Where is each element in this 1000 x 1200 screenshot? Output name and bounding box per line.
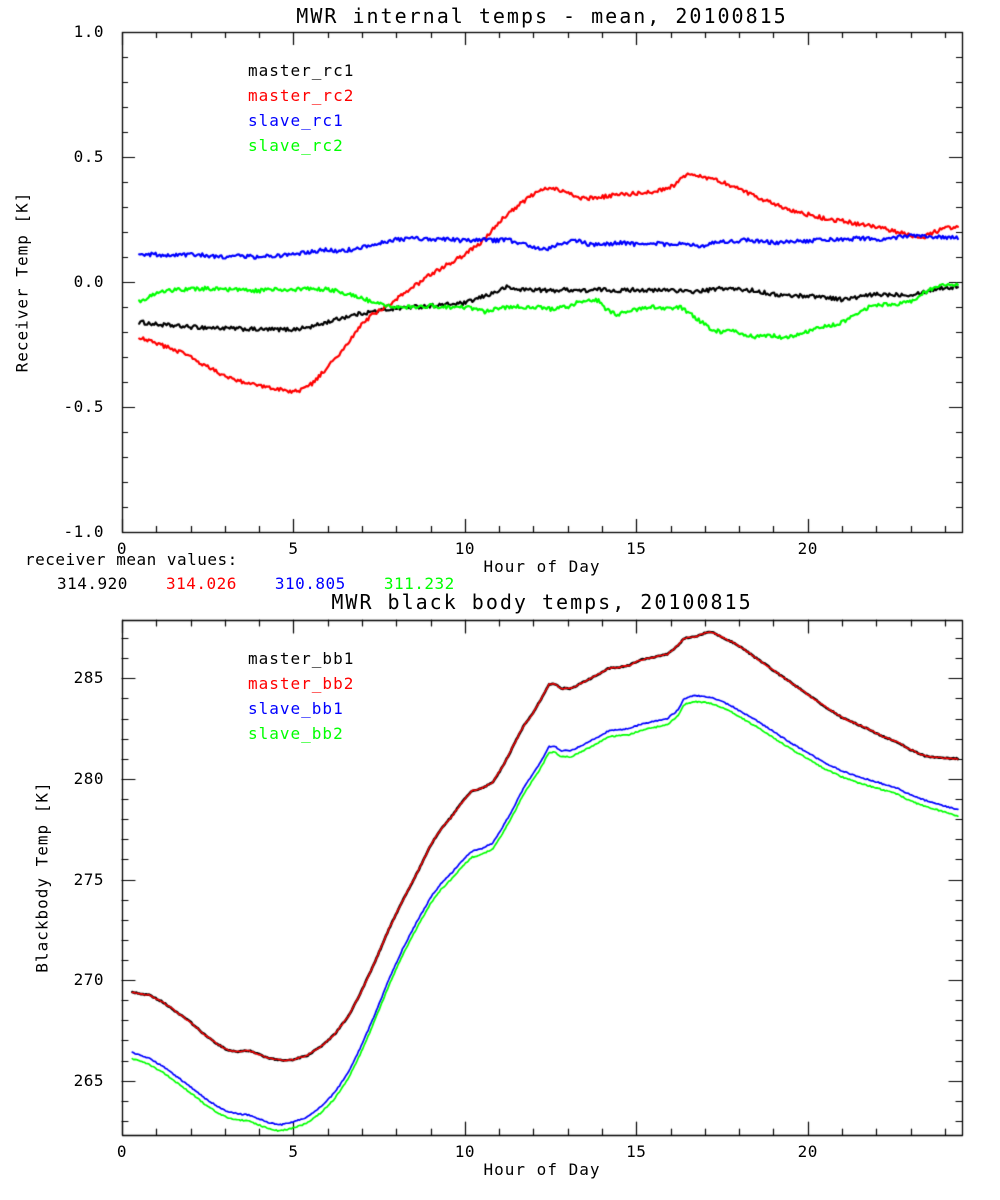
chart2-legend: master_bb1 master_bb2 slave_bb1 slave_bb2 bbox=[248, 646, 354, 746]
chart1-x-tick-label: 20 bbox=[797, 539, 818, 558]
chart2-x-tick-label: 10 bbox=[454, 1142, 475, 1161]
chart1-x-tick-label: 10 bbox=[454, 539, 475, 558]
chart1-y-tick-label: 1.0 bbox=[73, 22, 104, 41]
chart1-x-tick-label: 0 bbox=[116, 539, 128, 558]
legend-entry-slave_rc2: slave_rc2 bbox=[248, 136, 344, 155]
legend-entry-master_bb2: master_bb2 bbox=[248, 674, 355, 693]
chart1-y-tick-label: 0.0 bbox=[73, 272, 104, 291]
mean-value: 314.920 bbox=[57, 574, 128, 593]
chart2-x-tick-label: 15 bbox=[626, 1142, 647, 1161]
receiver-mean-values-label: receiver mean values: bbox=[25, 550, 238, 569]
legend-entry-slave_bb1: slave_bb1 bbox=[248, 699, 344, 718]
chart1-y-axis-label: Receiver Temp [K] bbox=[12, 191, 32, 373]
chart2-x-axis-label: Hour of Day bbox=[483, 1160, 601, 1179]
legend-entry-master_rc2: master_rc2 bbox=[248, 86, 355, 105]
chart2-x-tick-label: 0 bbox=[116, 1142, 128, 1161]
chart2-y-tick-label: 275 bbox=[73, 869, 104, 889]
receiver-mean-values: 314.920 314.026 310.805 311.232 bbox=[57, 574, 455, 593]
chart2-x-tick-label: 5 bbox=[288, 1142, 299, 1161]
mean-value: 311.232 bbox=[383, 574, 455, 593]
chart2-y-tick-label: 280 bbox=[73, 768, 104, 788]
chart2-y-tick-label: 265 bbox=[73, 1070, 104, 1090]
mean-value: 310.805 bbox=[274, 574, 346, 593]
chart1-legend: master_rc1 master_rc2 slave_rc1 slave_rc2 bbox=[248, 58, 354, 158]
chart1-y-tick-label: -0.5 bbox=[63, 397, 104, 416]
chart2-title: MWR black body temps, 20100815 bbox=[331, 590, 753, 614]
chart1-x-tick-label: 5 bbox=[288, 539, 299, 558]
chart1-x-tick-label: 15 bbox=[626, 539, 647, 558]
chart2-y-tick-label: 270 bbox=[73, 970, 104, 990]
mean-value: 314.026 bbox=[165, 574, 237, 593]
legend-entry-slave_bb2: slave_bb2 bbox=[248, 724, 344, 743]
chart2-y-tick-label: 285 bbox=[73, 668, 104, 688]
legend-entry-slave_rc1: slave_rc1 bbox=[248, 111, 344, 130]
chart2-x-tick-label: 20 bbox=[797, 1142, 818, 1161]
chart1-y-tick-label: -1.0 bbox=[63, 522, 104, 541]
legend-entry-master_rc1: master_rc1 bbox=[248, 61, 355, 80]
chart1-title: MWR internal temps - mean, 20100815 bbox=[296, 4, 788, 28]
legend-entry-master_bb1: master_bb1 bbox=[248, 649, 355, 668]
chart1-x-axis-label: Hour of Day bbox=[483, 557, 601, 576]
chart1-y-tick-label: 0.5 bbox=[73, 147, 104, 166]
